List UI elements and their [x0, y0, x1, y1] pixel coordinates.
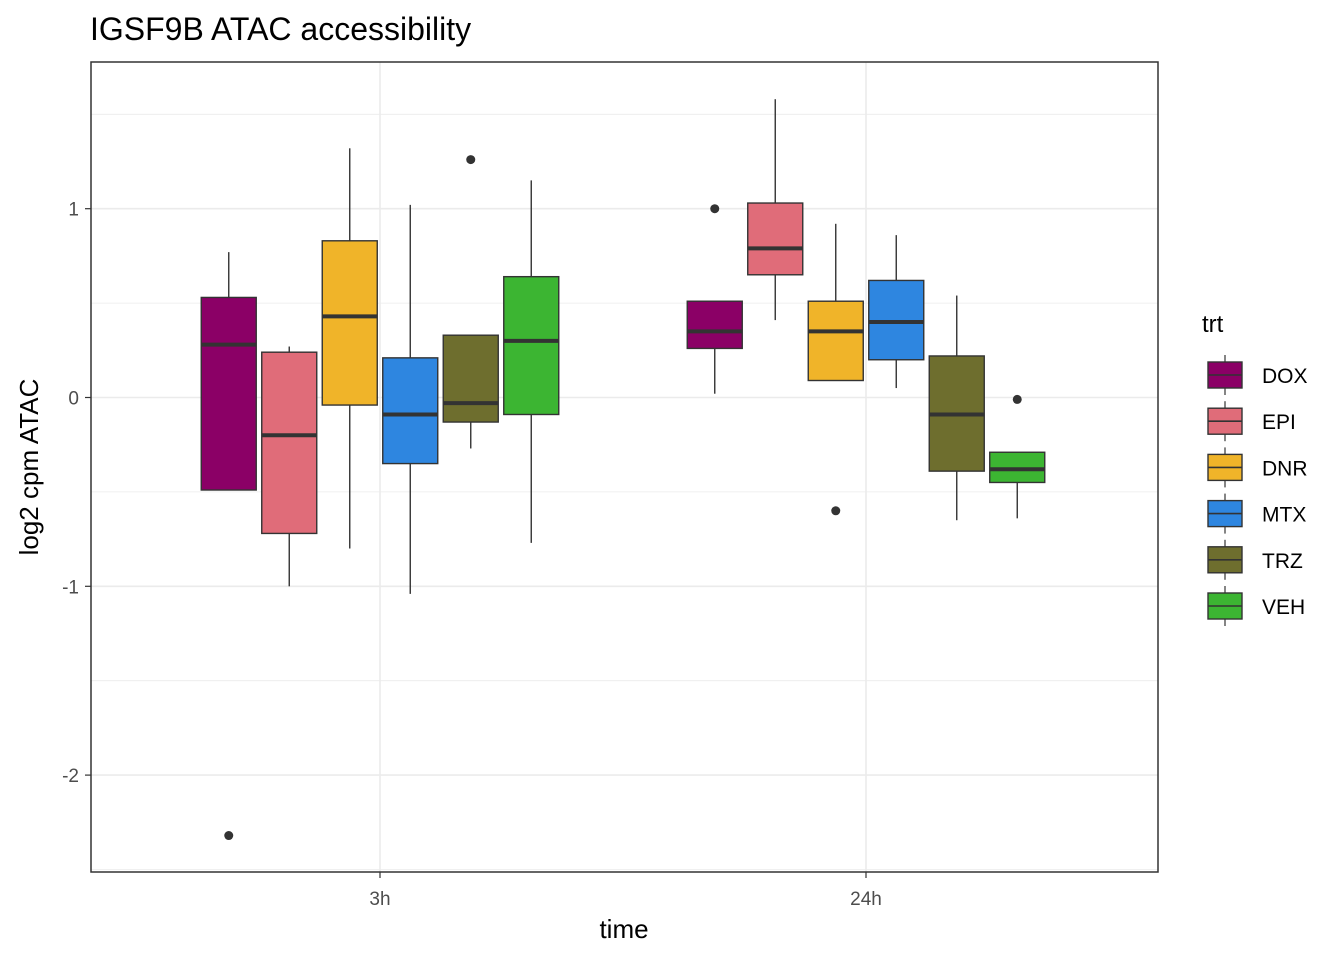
legend-item-trz: TRZ	[1207, 539, 1303, 580]
gridlines	[91, 62, 1158, 872]
x-axis-title: time	[599, 914, 648, 944]
legend-item-dnr: DNR	[1207, 447, 1308, 488]
outlier-point	[831, 506, 841, 516]
legend-label: MTX	[1262, 504, 1306, 527]
legend-label: TRZ	[1262, 550, 1303, 573]
y-axis: 1 0 -1 -2	[62, 200, 91, 787]
y-tick-label: 1	[68, 200, 79, 221]
box-veh-24h	[989, 394, 1046, 519]
legend-title: trt	[1202, 311, 1224, 338]
box-rect	[321, 240, 378, 406]
outlier-point	[224, 831, 234, 841]
box-rect	[382, 357, 439, 465]
box-veh-3h	[503, 180, 560, 543]
legend-item-veh: VEH	[1207, 586, 1305, 626]
box-rect	[503, 275, 560, 416]
box-dnr-3h	[321, 148, 378, 549]
box-rect	[686, 300, 743, 350]
x-axis: 3h 24h	[369, 872, 882, 910]
legend-label: DOX	[1262, 365, 1308, 388]
x-tick-label: 3h	[369, 889, 390, 910]
box-rect	[442, 334, 499, 423]
legend-label: DNR	[1262, 457, 1308, 480]
x-tick-label: 24h	[850, 889, 882, 910]
legend-label: VEH	[1262, 596, 1305, 619]
legend-item-mtx: MTX	[1207, 493, 1306, 534]
legend-item-epi: EPI	[1207, 401, 1296, 442]
box-mtx-3h	[382, 204, 439, 594]
box-trz-24h	[928, 295, 985, 521]
box-dnr-24h	[807, 223, 864, 516]
box-rect	[807, 300, 864, 382]
outlier-point	[710, 204, 720, 214]
y-axis-title: log2 cpm ATAC	[14, 379, 44, 556]
plot-panel-border	[90, 61, 1159, 873]
box-trz-3h	[442, 155, 499, 449]
legend-item-dox: DOX	[1207, 355, 1308, 395]
chart-title: IGSF9B ATAC accessibility	[90, 11, 471, 47]
box-rect	[200, 296, 257, 491]
box-rect	[747, 202, 804, 276]
y-tick-label: 0	[68, 389, 79, 410]
box-mtx-24h	[868, 235, 925, 389]
box-rect	[261, 351, 318, 535]
box-dox-24h	[686, 204, 743, 394]
outlier-point	[1012, 394, 1022, 404]
outlier-point	[466, 155, 476, 165]
legend-label: EPI	[1262, 411, 1296, 434]
box-epi-3h	[261, 346, 318, 587]
y-tick-label: -2	[62, 766, 79, 787]
box-dox-3h	[200, 252, 257, 841]
box-epi-24h	[747, 99, 804, 321]
y-tick-label: -1	[62, 577, 79, 598]
legend: trt DOX EPI DNR MTX TRZ VEH	[1202, 311, 1308, 626]
box-layer	[200, 99, 1046, 841]
